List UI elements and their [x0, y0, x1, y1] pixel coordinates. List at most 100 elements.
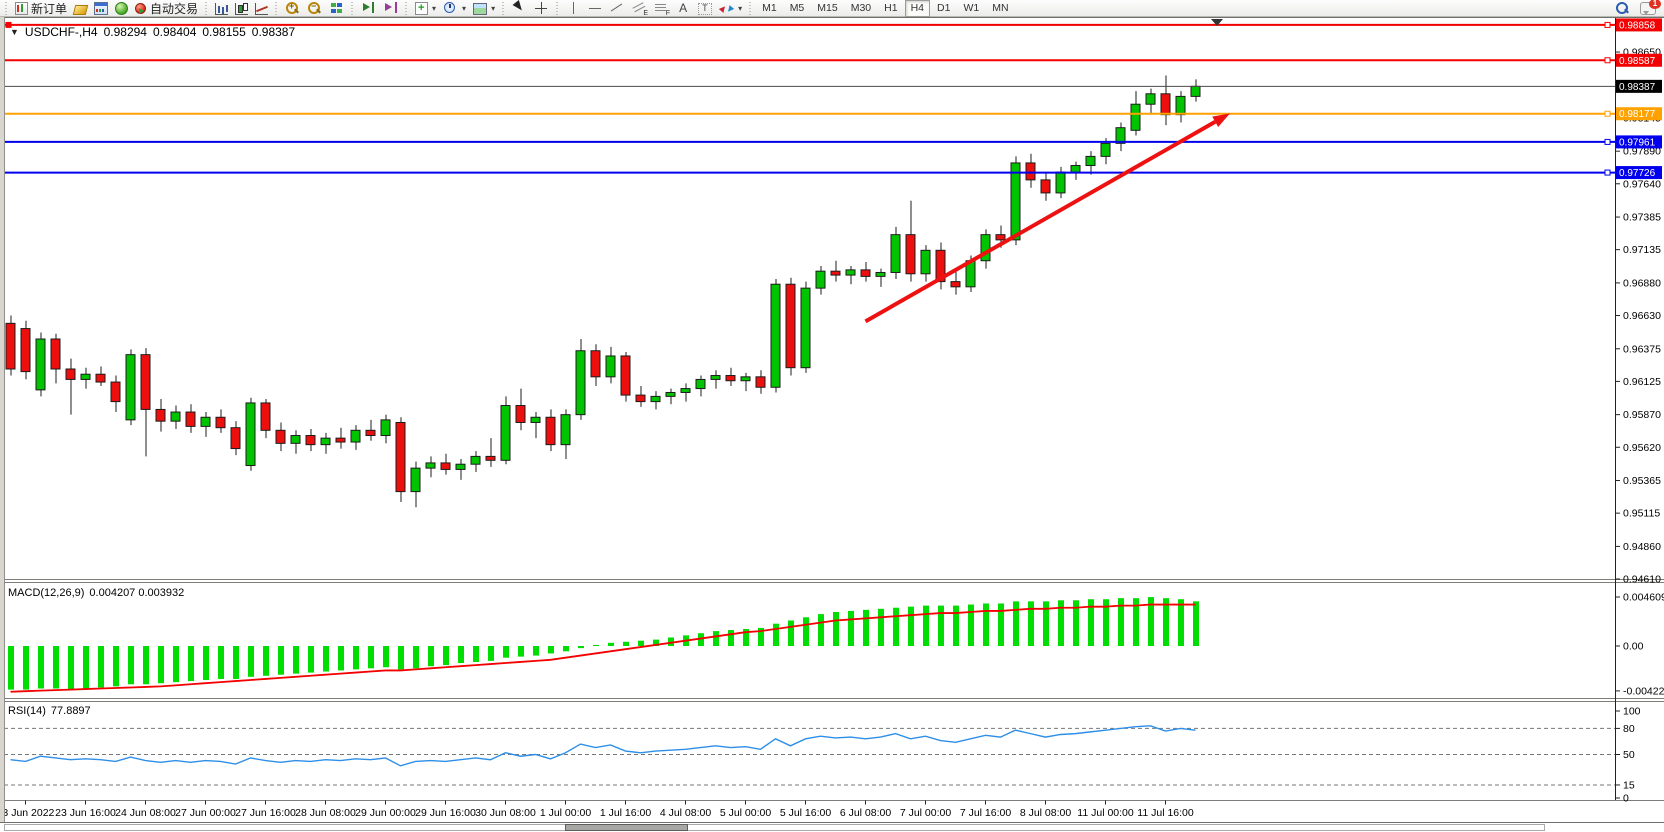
price-tag — [1616, 135, 1662, 149]
bar-chart-button[interactable] — [212, 1, 231, 16]
candle-down — [1160, 93, 1171, 116]
macd-histogram-bar — [443, 646, 449, 666]
new-order-icon — [15, 1, 28, 15]
cursor-button[interactable] — [509, 1, 530, 16]
macd-histogram-bar — [458, 646, 464, 664]
date-label: 11 Jul 16:00 — [1137, 807, 1194, 819]
scrollbar-track[interactable] — [4, 824, 1545, 831]
equidistant-channel-button[interactable] — [629, 1, 650, 17]
macd-histogram-bar — [818, 614, 824, 646]
candle-up — [875, 271, 886, 277]
candle-up — [170, 411, 181, 422]
fibonacci-button[interactable] — [651, 1, 672, 17]
price-tick-label: 0.97640 — [1623, 178, 1661, 190]
macd-histogram-bar — [113, 646, 119, 687]
close-value: 0.98387 — [251, 25, 296, 39]
chart-shift-button[interactable] — [380, 1, 401, 16]
text-label-button[interactable] — [695, 1, 715, 16]
macd-histogram-bar — [158, 646, 164, 684]
toolbar-separator — [404, 1, 410, 15]
crosshair-icon — [534, 1, 549, 15]
candle-up — [500, 405, 511, 461]
arrows-button[interactable]: ▾ — [716, 1, 745, 16]
candle-up — [575, 350, 586, 416]
candles-group — [5, 75, 1201, 508]
macd-histogram-bar — [518, 646, 524, 657]
timeframe-h4-button[interactable]: H4 — [904, 0, 931, 17]
candlestick-chart-button[interactable] — [232, 1, 251, 16]
timeframe-w1-button[interactable]: W1 — [963, 1, 980, 14]
timeframe-h1-button[interactable]: H1 — [884, 1, 898, 14]
chart-canvas[interactable]: 0.986500.981450.978900.976400.973850.971… — [0, 17, 1664, 831]
line-handle — [1604, 21, 1611, 28]
macd-histogram-bar — [368, 646, 374, 669]
rsi-panel: 100 80 50 15 0 — [4, 706, 1641, 805]
candle-down — [140, 354, 151, 410]
chart-window-button[interactable] — [91, 1, 111, 16]
templates-button[interactable]: ▾ — [470, 1, 498, 16]
tile-windows-button[interactable] — [326, 1, 347, 16]
chart-window: 0.986500.981450.978900.976400.973850.971… — [0, 17, 1664, 832]
timeframe-d1-button[interactable]: D1 — [937, 1, 951, 14]
line-chart-button[interactable] — [252, 1, 271, 16]
macd-histogram-bar — [293, 646, 299, 674]
candle-up — [1145, 93, 1156, 105]
macd-histogram-bar — [953, 605, 959, 646]
candle-up — [740, 376, 751, 382]
notification-badge: 1 — [1649, 0, 1661, 9]
text-button[interactable] — [673, 1, 694, 16]
main-toolbar: 新订单 自动交易 ▾ ▾ ▾ ▾ M1 M5 M15 M30 H1 H4 D1 W1 MN 1 — [0, 0, 1664, 17]
macd-histogram-bar — [563, 646, 569, 652]
search-icon[interactable] — [1615, 1, 1630, 15]
chart-dropdown-icon[interactable]: ▼ — [10, 27, 19, 37]
chat-icon[interactable]: 1 — [1640, 0, 1661, 15]
macd-histogram-bar — [623, 641, 629, 646]
date-axis: 23 Jun 2022 23 Jun 16:00 24 Jun 08:00 27 Ju… — [0, 800, 1194, 819]
macd-histogram-bar — [578, 646, 584, 649]
new-order-button-label: 新订单 — [31, 1, 68, 16]
price-tick-label: 0.94860 — [1623, 541, 1661, 553]
zoom-in-button[interactable] — [282, 1, 303, 16]
vertical-line-button[interactable] — [563, 1, 584, 16]
macd-histogram-bar — [803, 617, 809, 646]
macd-histogram-bar — [143, 646, 149, 685]
macd-histogram-bar — [1193, 601, 1199, 646]
text-icon — [676, 1, 691, 15]
crosshair-button[interactable] — [531, 1, 552, 16]
candle-up — [770, 283, 781, 388]
date-label: 27 Jun 16:00 — [235, 807, 296, 819]
horizontal-line-icon — [588, 1, 603, 15]
periods-button[interactable]: ▾ — [440, 1, 469, 16]
scrollbar-thumb[interactable] — [565, 824, 688, 831]
candle-up — [605, 355, 616, 378]
date-label: 1 Jul 00:00 — [540, 807, 592, 819]
indicators-button[interactable]: ▾ — [412, 1, 439, 16]
new-order-button[interactable]: 新订单 — [12, 1, 70, 16]
signals-button[interactable] — [112, 1, 131, 16]
timeframe-m1-button[interactable]: M1 — [762, 1, 777, 14]
macd-histogram-bar — [383, 646, 389, 668]
trendline-button[interactable] — [607, 1, 628, 16]
auto-trading-button[interactable]: 自动交易 — [132, 1, 201, 16]
price-tag — [1616, 107, 1662, 121]
candle-up — [125, 354, 136, 421]
candle-down — [515, 405, 526, 423]
window-left-border — [0, 17, 5, 831]
timeframe-m5-button[interactable]: M5 — [789, 1, 805, 14]
date-label: 23 Jun 2022 — [0, 807, 55, 819]
horizontal-line-button[interactable] — [585, 1, 606, 16]
candle-up — [710, 375, 721, 380]
gold-ingot-button[interactable] — [71, 1, 90, 16]
timeframe-mn-button[interactable]: MN — [992, 1, 1009, 14]
auto-scroll-button[interactable] — [358, 1, 379, 16]
zoom-out-button[interactable] — [304, 1, 325, 16]
auto-scroll-icon — [361, 1, 376, 15]
price-tag — [1616, 53, 1662, 67]
timeframe-m30-button[interactable]: M30 — [850, 1, 872, 14]
timeframe-m15-button[interactable]: M15 — [817, 1, 838, 14]
macd-histogram-bar — [353, 646, 359, 670]
price-tag-label: 0.98387 — [1619, 82, 1656, 93]
candle-down — [860, 269, 871, 277]
macd-scale-label: 0.004609 — [1623, 592, 1664, 604]
price-tag-label: 0.98858 — [1619, 20, 1656, 31]
